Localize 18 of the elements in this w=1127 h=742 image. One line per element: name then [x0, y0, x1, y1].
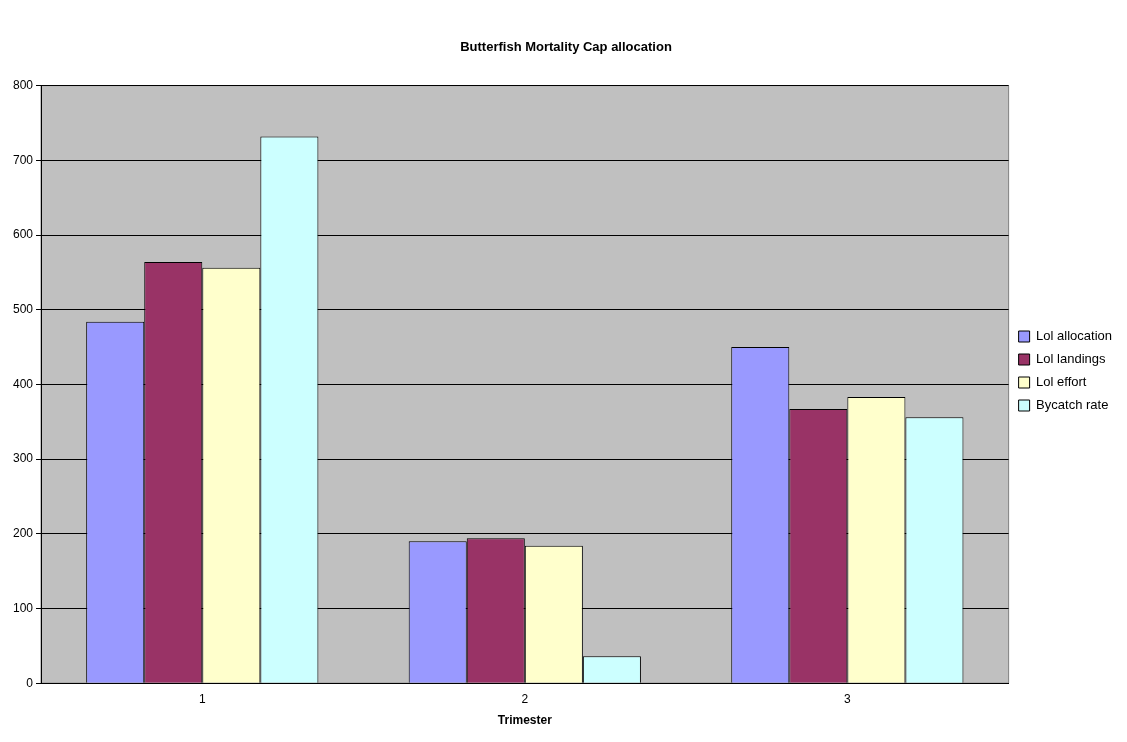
y-tick-label: 600	[12, 227, 34, 242]
x-axis-title: Trimester	[497, 713, 553, 728]
legend-label: Lol effort	[1036, 374, 1087, 390]
y-tick-label: 200	[12, 526, 34, 541]
y-tick-label: 100	[12, 600, 34, 615]
legend-label: Lol landings	[1036, 351, 1106, 367]
legend-label: Bycatch rate	[1036, 397, 1109, 413]
y-tick-label: 300	[12, 451, 34, 466]
legend-label: Lol allocation	[1036, 328, 1112, 344]
x-tick-label: 2	[521, 691, 529, 706]
y-tick-label: 700	[12, 152, 34, 167]
y-tick-label: 0	[26, 675, 34, 690]
y-tick-label: 800	[12, 77, 34, 92]
y-tick-label: 400	[12, 376, 34, 391]
x-tick-label: 3	[844, 691, 851, 706]
chart-title: Butterfish Mortality Cap allocation	[460, 39, 672, 55]
y-tick-label: 500	[12, 302, 34, 317]
x-tick-label: 1	[198, 691, 206, 706]
